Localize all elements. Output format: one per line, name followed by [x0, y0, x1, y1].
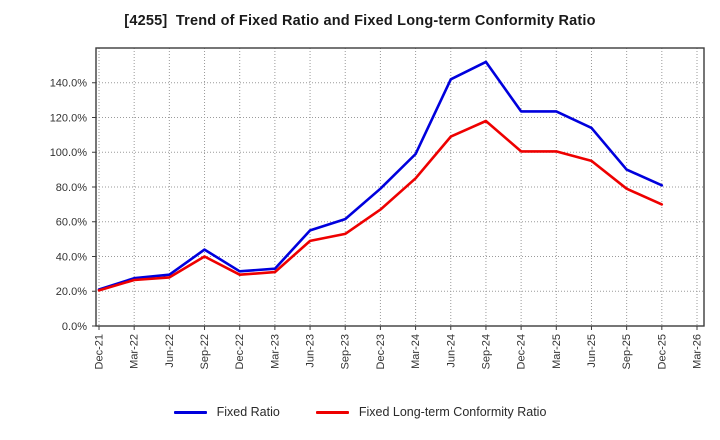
- x-tick-label: Sep-24: [480, 334, 492, 369]
- x-tick-label: Jun-22: [164, 334, 176, 368]
- x-tick-label: Mar-23: [269, 334, 281, 369]
- x-tick-label: Dec-25: [656, 334, 668, 369]
- x-tick-label: Sep-22: [199, 334, 211, 369]
- x-tick-label: Jun-24: [445, 334, 457, 368]
- line-chart-canvas: 0.0% 20.0% 40.0% 60.0% 80.0% 100.0% 120.0% 140.…: [50, 47, 705, 369]
- x-tick-label: Sep-23: [340, 334, 352, 369]
- x-tick-label: Dec-23: [375, 334, 387, 369]
- fixed-ratio-legend-line-icon: [173, 410, 207, 414]
- y-tick-label: 0.0%: [62, 321, 87, 333]
- x-tick-label: Mar-24: [410, 334, 422, 369]
- y-tick-label: 100.0%: [50, 147, 88, 159]
- y-tick-label: 60.0%: [56, 217, 87, 229]
- legend-item-fixed-long-term-conformity-ratio: Fixed Long-term Conformity Ratio: [315, 405, 547, 419]
- x-tick-label: Dec-22: [234, 334, 246, 369]
- fixed-ratio-line: [97, 60, 664, 291]
- axis-frame: [95, 47, 705, 327]
- y-tick-label: 40.0%: [56, 251, 87, 263]
- x-tick-label: Mar-26: [692, 334, 704, 369]
- fixed-long-term-conformity-ratio-legend-line-icon: [315, 410, 349, 414]
- x-tick-label: Mar-25: [551, 334, 563, 369]
- fixed-long-term-conformity-ratio-line: [97, 119, 664, 292]
- x-tick-label: Dec-21: [94, 334, 106, 369]
- legend-label-fixed-long-term-conformity-ratio: Fixed Long-term Conformity Ratio: [358, 405, 547, 419]
- y-tick-label: 140.0%: [50, 78, 88, 90]
- x-tick-label: Dec-24: [516, 334, 528, 369]
- legend-label-fixed-ratio: Fixed Ratio: [216, 405, 280, 419]
- chart-legend: Fixed Ratio Fixed Long-term Conformity R…: [0, 405, 720, 419]
- y-tick-label: 80.0%: [56, 182, 87, 194]
- y-tick-label: 20.0%: [56, 286, 87, 298]
- x-tick-label: Mar-22: [129, 334, 141, 369]
- chart-title: [4255] Trend of Fixed Ratio and Fixed Lo…: [124, 13, 596, 29]
- x-tick-label: Jun-23: [305, 334, 317, 368]
- y-tick-label: 120.0%: [50, 112, 88, 124]
- x-tick-label: Jun-25: [586, 334, 598, 368]
- legend-item-fixed-ratio: Fixed Ratio: [173, 405, 280, 419]
- x-tick-label: Sep-25: [621, 334, 633, 369]
